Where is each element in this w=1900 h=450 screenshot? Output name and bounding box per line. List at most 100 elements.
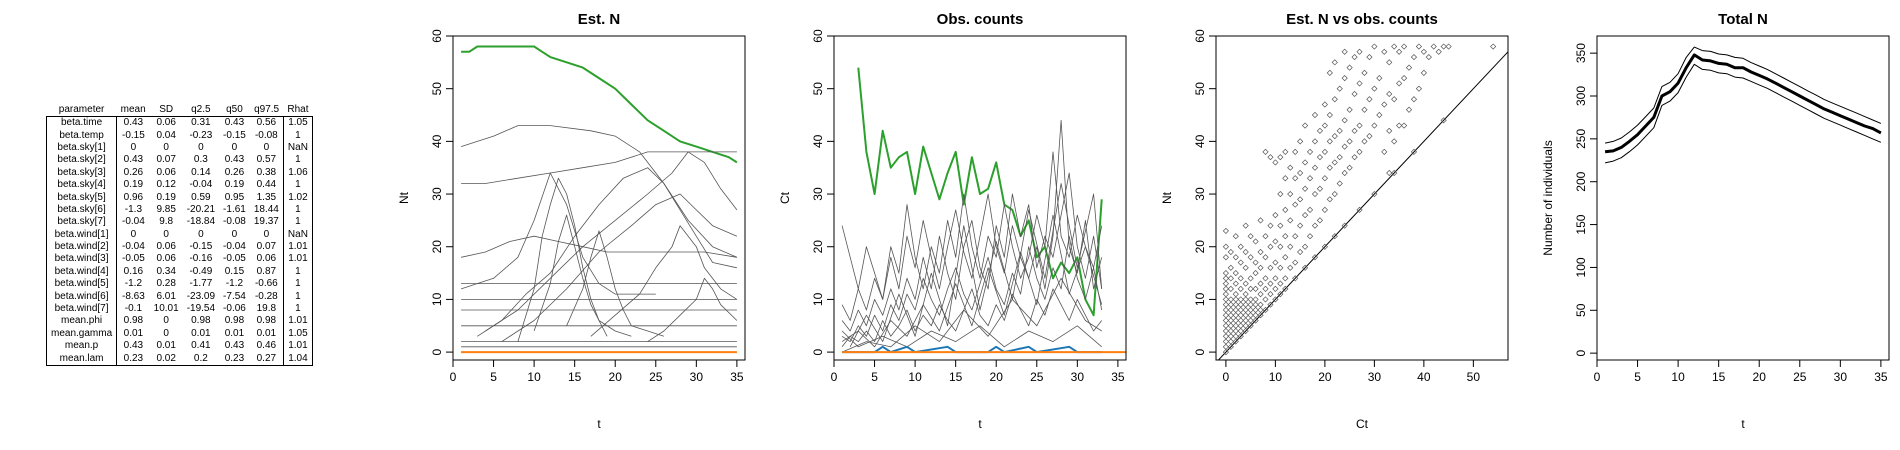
data-point xyxy=(1222,269,1229,277)
y-tick-label: 150 xyxy=(1574,214,1588,234)
table-row: beta.sky[7] -0.04 9.8 -18.84 -0.08 19.37 1 xyxy=(46,216,313,229)
chart-obs-counts: 0 5 10 15 20 25 30 35 0 10 20 30 40 50 60 Obs. counts t C… xyxy=(778,11,1127,431)
data-point xyxy=(1490,43,1497,50)
data-point xyxy=(1222,254,1229,261)
data-point xyxy=(1232,312,1239,319)
data-point xyxy=(1445,43,1452,50)
table-cell: 6.01 xyxy=(156,290,176,302)
table-cell: beta.sky[4] xyxy=(46,178,118,192)
x-tick-label: 20 xyxy=(990,370,1004,384)
x-tick-label: 35 xyxy=(1874,370,1888,384)
data-point xyxy=(1405,106,1413,113)
plot-area xyxy=(1604,46,1882,164)
table-cell: 1.35 xyxy=(256,191,277,203)
data-point xyxy=(1222,317,1229,324)
table-cell: 0.3 xyxy=(193,154,208,166)
y-tick-label: 50 xyxy=(430,82,444,96)
data-point xyxy=(1257,301,1264,308)
x-tick-label: 5 xyxy=(871,370,878,384)
data-point xyxy=(1237,243,1244,250)
data-point xyxy=(1311,111,1319,119)
data-point xyxy=(1425,53,1432,61)
data-point xyxy=(1267,154,1274,161)
data-point xyxy=(1277,243,1284,250)
table-cell: 0.06 xyxy=(256,253,277,265)
data-point xyxy=(1287,217,1294,224)
table-cell: 0.07 xyxy=(156,154,176,166)
x-tick-label: 15 xyxy=(568,370,582,384)
series-line-15 xyxy=(517,177,632,342)
table-cell: -18.84 xyxy=(186,216,216,228)
x-axis-label: t xyxy=(978,417,982,431)
table-cell: -0.66 xyxy=(254,278,278,290)
data-point xyxy=(1301,212,1309,219)
data-point xyxy=(1351,154,1358,161)
table-cell: 0 xyxy=(198,228,204,240)
data-point xyxy=(1237,301,1244,308)
data-point xyxy=(1336,85,1343,92)
series-line-7 xyxy=(849,183,1103,347)
series-line-14 xyxy=(501,193,738,342)
data-point xyxy=(1366,96,1373,103)
data-point xyxy=(1262,148,1269,155)
data-point xyxy=(1227,343,1234,350)
table-cell: 0.34 xyxy=(156,265,176,277)
data-point xyxy=(1232,338,1239,345)
x-tick-label: 30 xyxy=(1071,370,1085,384)
data-point xyxy=(1321,101,1328,108)
table-cell: 0.01 xyxy=(256,327,277,339)
table-cell: 0.14 xyxy=(191,166,211,178)
data-point xyxy=(1346,164,1353,171)
y-axis-label: Ct xyxy=(778,191,792,204)
data-point xyxy=(1326,138,1333,145)
table-cell: -0.05 xyxy=(223,253,246,265)
data-point xyxy=(1306,148,1314,155)
data-point xyxy=(1306,233,1314,240)
data-point xyxy=(1232,296,1239,303)
data-point xyxy=(1257,306,1264,314)
data-point xyxy=(1262,306,1269,314)
table-cell: 1 xyxy=(282,178,313,192)
series-line-1 xyxy=(1604,46,1882,144)
table-cell: beta.wind[4] xyxy=(46,265,118,279)
data-point xyxy=(1237,306,1244,314)
table-cell: beta.wind[1] xyxy=(46,228,118,241)
data-point xyxy=(1386,90,1393,98)
y-tick-label: 30 xyxy=(430,187,444,201)
data-point xyxy=(1247,233,1254,240)
data-point xyxy=(1267,243,1274,250)
table-row: beta.sky[1] 0 0 0 0 0 NaN xyxy=(46,141,313,155)
data-point xyxy=(1252,317,1259,324)
series-line-1 xyxy=(841,119,1103,300)
x-axis-label: Ct xyxy=(1356,417,1369,431)
data-point xyxy=(1227,327,1234,335)
data-point xyxy=(1366,53,1373,61)
data-point xyxy=(1247,285,1254,292)
data-point xyxy=(1297,196,1304,203)
y-tick-label: 60 xyxy=(430,29,444,43)
data-point xyxy=(1356,80,1363,87)
data-point xyxy=(1252,312,1259,319)
data-point xyxy=(1227,285,1234,292)
data-point xyxy=(1272,296,1279,303)
table-cell: 1.01 xyxy=(282,340,313,353)
data-point xyxy=(1232,280,1239,287)
table-cell: -19.54 xyxy=(186,303,216,315)
data-point xyxy=(1242,301,1249,308)
data-point xyxy=(1222,312,1229,319)
table-cell: 0.57 xyxy=(256,154,277,166)
x-tick-label: 15 xyxy=(949,370,963,384)
table-cell: 0.46 xyxy=(256,340,277,352)
table-cell: 0 xyxy=(198,141,204,153)
data-point xyxy=(1396,80,1403,87)
data-point xyxy=(1232,322,1239,329)
data-point xyxy=(1257,248,1264,256)
table-cell: 0.98 xyxy=(191,315,211,327)
table-cell: beta.sky[3] xyxy=(46,166,118,179)
table-cell: -0.15 xyxy=(223,129,246,141)
data-point xyxy=(1336,127,1343,134)
data-point xyxy=(1257,280,1264,287)
data-point xyxy=(1306,206,1314,213)
table-cell: 9.8 xyxy=(159,216,174,228)
data-point xyxy=(1386,59,1393,66)
